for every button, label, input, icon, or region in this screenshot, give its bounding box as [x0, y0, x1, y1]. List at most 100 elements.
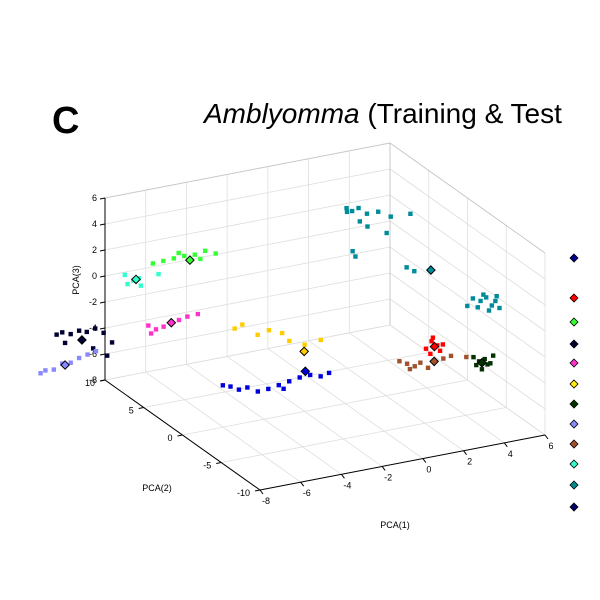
- data-point: [464, 354, 469, 360]
- data-point: [161, 324, 166, 329]
- data-point: [297, 375, 302, 380]
- grid-line: [143, 352, 429, 408]
- grid-line: [389, 194, 546, 306]
- data-point: [428, 351, 433, 357]
- data-point: [475, 305, 480, 310]
- data-point: [479, 367, 485, 372]
- x-tick: [381, 466, 386, 471]
- grid-line: [389, 272, 546, 384]
- legend-marker: [569, 480, 579, 490]
- data-point: [122, 272, 127, 278]
- data-point: [481, 292, 486, 297]
- data-point: [245, 385, 250, 390]
- data-point: [494, 293, 499, 299]
- data-point: [101, 330, 106, 336]
- data-point: [281, 386, 286, 391]
- data-point: [349, 208, 355, 214]
- data-point: [287, 379, 292, 384]
- data-point: [490, 353, 496, 358]
- data-point: [156, 271, 161, 277]
- data-point: [493, 298, 498, 304]
- legend-marker: [569, 253, 579, 263]
- x-tick: [422, 458, 427, 463]
- z-tick-label: 4: [92, 219, 97, 229]
- data-point: [326, 370, 332, 376]
- box-edge: [104, 142, 391, 199]
- legend-marker: [569, 419, 579, 429]
- x-tick-label: 2: [467, 457, 472, 467]
- grid-line: [389, 298, 546, 410]
- centroid-marker: [429, 356, 440, 367]
- data-point: [357, 219, 363, 224]
- data-point: [51, 367, 57, 372]
- data-point: [109, 340, 115, 345]
- data-point: [430, 335, 436, 340]
- data-point: [62, 340, 68, 346]
- data-point: [176, 250, 181, 256]
- centroid-marker: [184, 255, 195, 266]
- legend-marker: [569, 358, 579, 368]
- data-point: [408, 211, 413, 217]
- y-tick-label: 10: [85, 378, 95, 388]
- z-tick: [99, 301, 106, 304]
- grid-line: [221, 407, 507, 463]
- data-point: [195, 311, 201, 317]
- data-point: [465, 303, 470, 309]
- legend-marker: [569, 439, 579, 449]
- data-point: [429, 339, 434, 344]
- data-point: [255, 389, 261, 394]
- data-point: [470, 296, 476, 301]
- grid-line: [104, 220, 391, 277]
- data-point: [483, 295, 489, 300]
- centroid-marker: [60, 360, 70, 370]
- data-point: [497, 305, 502, 311]
- data-point: [198, 256, 203, 262]
- data-point: [412, 364, 417, 369]
- data-point: [376, 209, 381, 214]
- data-point: [440, 342, 446, 347]
- legend-marker: [569, 459, 579, 469]
- x-axis-label: PCA(1): [380, 520, 410, 530]
- y-tick: [254, 489, 261, 492]
- x-axis-line: [259, 434, 546, 491]
- legend-marker: [569, 502, 579, 512]
- data-point: [171, 256, 177, 261]
- data-point: [192, 252, 197, 257]
- data-point: [318, 337, 323, 343]
- data-point: [423, 346, 429, 351]
- data-point: [90, 346, 96, 351]
- data-point: [76, 355, 82, 361]
- grid-line: [389, 168, 546, 280]
- data-point: [474, 362, 479, 368]
- data-point: [344, 209, 350, 215]
- z-tick: [99, 197, 106, 200]
- data-point: [76, 328, 82, 333]
- data-point: [276, 382, 281, 388]
- data-point: [182, 253, 187, 259]
- data-point: [43, 368, 48, 373]
- grid-line: [104, 168, 391, 225]
- z-tick: [99, 223, 106, 226]
- data-point: [364, 211, 370, 216]
- y-tick-label: -5: [203, 461, 211, 471]
- data-point: [236, 387, 242, 392]
- x-tick: [341, 473, 345, 479]
- grid-line: [104, 246, 391, 303]
- y-axis-label: PCA(2): [142, 483, 172, 493]
- z-tick: [99, 327, 106, 330]
- legend-marker: [569, 379, 579, 389]
- y-tick-label: 5: [129, 406, 134, 416]
- data-point: [203, 248, 208, 254]
- data-point: [425, 365, 431, 371]
- x-tick-label: 4: [508, 449, 513, 459]
- x-tick: [300, 481, 305, 487]
- y-tick-label: 0: [167, 433, 172, 443]
- data-point: [68, 331, 73, 337]
- data-point: [488, 361, 493, 366]
- data-point: [232, 326, 237, 331]
- grid-line: [182, 379, 468, 436]
- z-tick-label: -4: [89, 323, 97, 333]
- grid-line: [104, 194, 391, 251]
- legend-marker: [569, 293, 579, 303]
